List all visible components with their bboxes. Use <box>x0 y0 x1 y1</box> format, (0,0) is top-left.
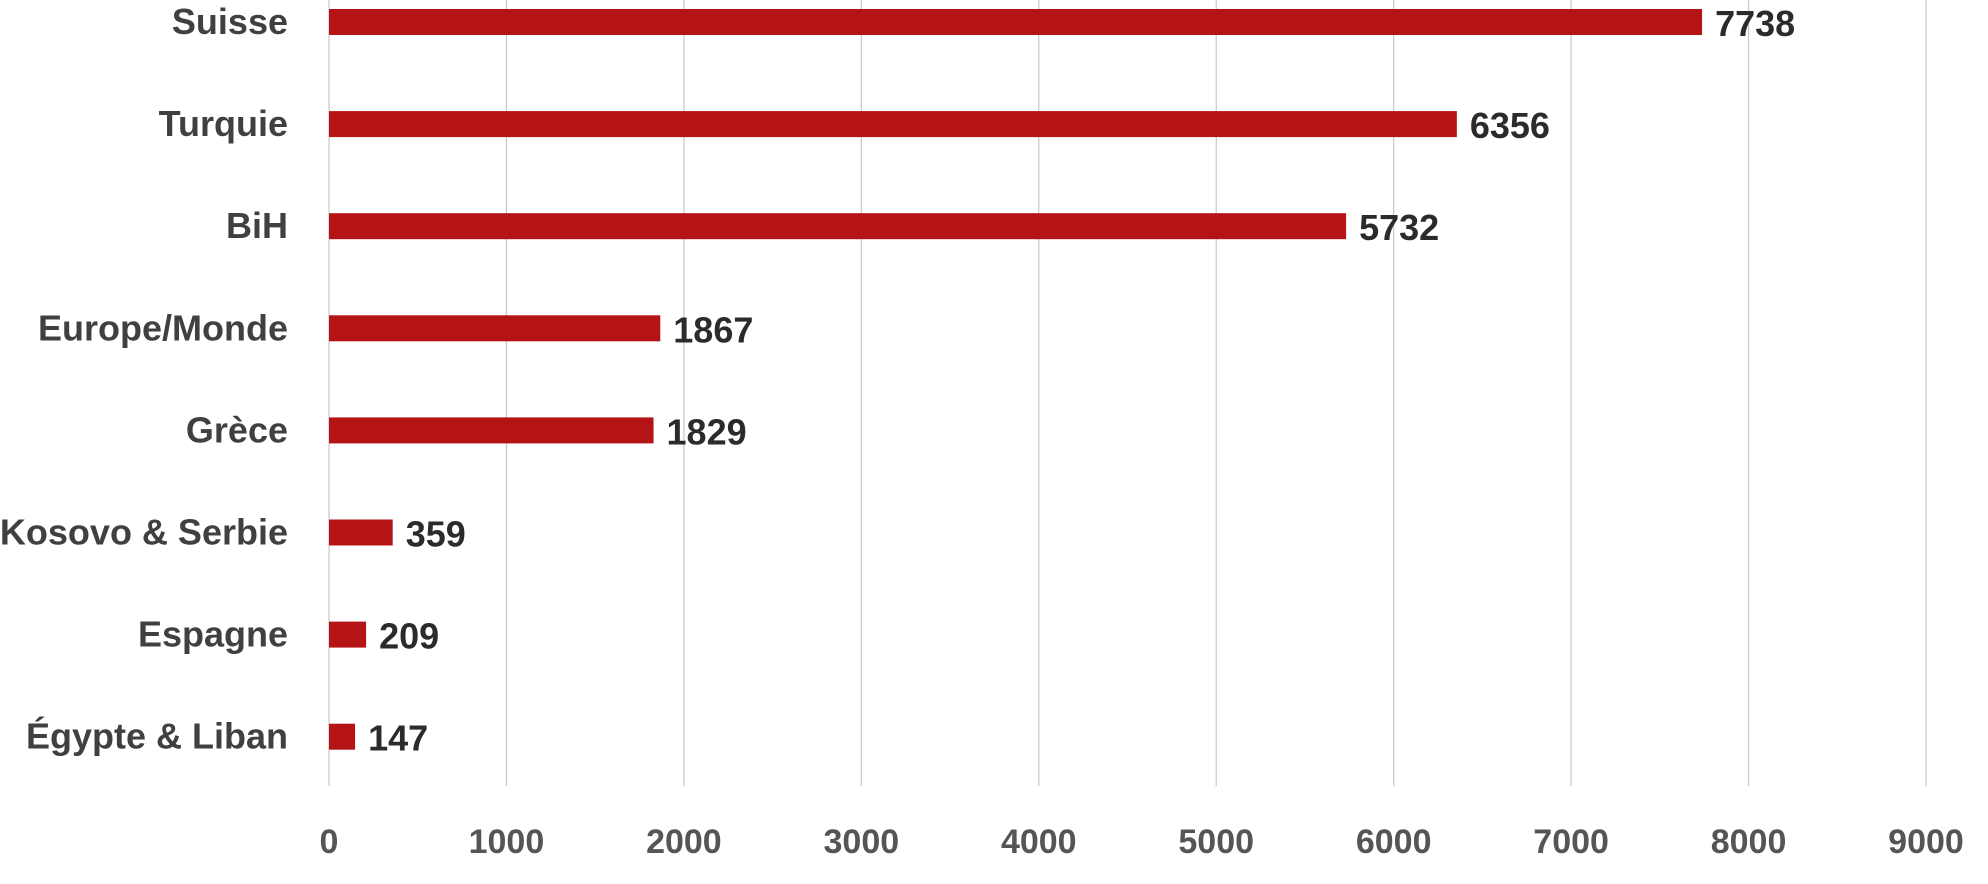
x-tick-label-7000: 7000 <box>1533 823 1609 861</box>
category-label-4: Europe/Monde <box>38 307 288 348</box>
x-tick-label-5000: 5000 <box>1178 823 1254 861</box>
category-label-2: Turquie <box>159 103 288 144</box>
x-axis-tick-labels: 0 1000 2000 3000 4000 5000 6000 7000 8000 9000 <box>320 823 1964 861</box>
bar-2 <box>329 111 1457 138</box>
category-labels: Suisse Turquie BiH Europe/Monde Grèce Kosovo … <box>0 1 288 757</box>
x-tick-label-2000: 2000 <box>646 823 722 861</box>
bar-3 <box>329 213 1347 240</box>
data-label-7: 209 <box>379 616 439 657</box>
data-label-2: 6356 <box>1470 105 1550 146</box>
category-label-5: Grèce <box>186 409 288 450</box>
category-label-3: BiH <box>226 205 288 246</box>
x-tick-label-0: 0 <box>320 823 339 861</box>
data-labels: 7738 6356 5732 1867 1829 359 209 147 <box>368 3 1795 759</box>
x-tick-label-4000: 4000 <box>1001 823 1077 861</box>
bar-4 <box>329 315 661 342</box>
x-tick-label-3000: 3000 <box>824 823 900 861</box>
category-label-1: Suisse <box>172 1 288 42</box>
category-label-6: Kosovo & Serbie <box>0 512 288 553</box>
x-tick-label-6000: 6000 <box>1356 823 1432 861</box>
bars <box>329 9 1703 750</box>
x-tick-label-8000: 8000 <box>1711 823 1787 861</box>
bar-8 <box>329 723 356 750</box>
data-label-3: 5732 <box>1359 207 1439 248</box>
data-label-8: 147 <box>368 718 428 759</box>
data-label-5: 1829 <box>667 411 747 452</box>
bar-7 <box>329 621 367 648</box>
category-label-7: Espagne <box>138 614 288 655</box>
bar-6 <box>329 519 393 546</box>
x-tick-label-9000: 9000 <box>1888 823 1964 861</box>
x-tick-label-1000: 1000 <box>469 823 545 861</box>
data-label-4: 1867 <box>673 309 753 350</box>
category-label-8: Égypte & Liban <box>26 716 288 757</box>
bar-1 <box>329 9 1703 35</box>
bar-5 <box>329 417 654 444</box>
data-label-6: 359 <box>406 514 466 555</box>
data-label-1: 7738 <box>1715 3 1795 44</box>
